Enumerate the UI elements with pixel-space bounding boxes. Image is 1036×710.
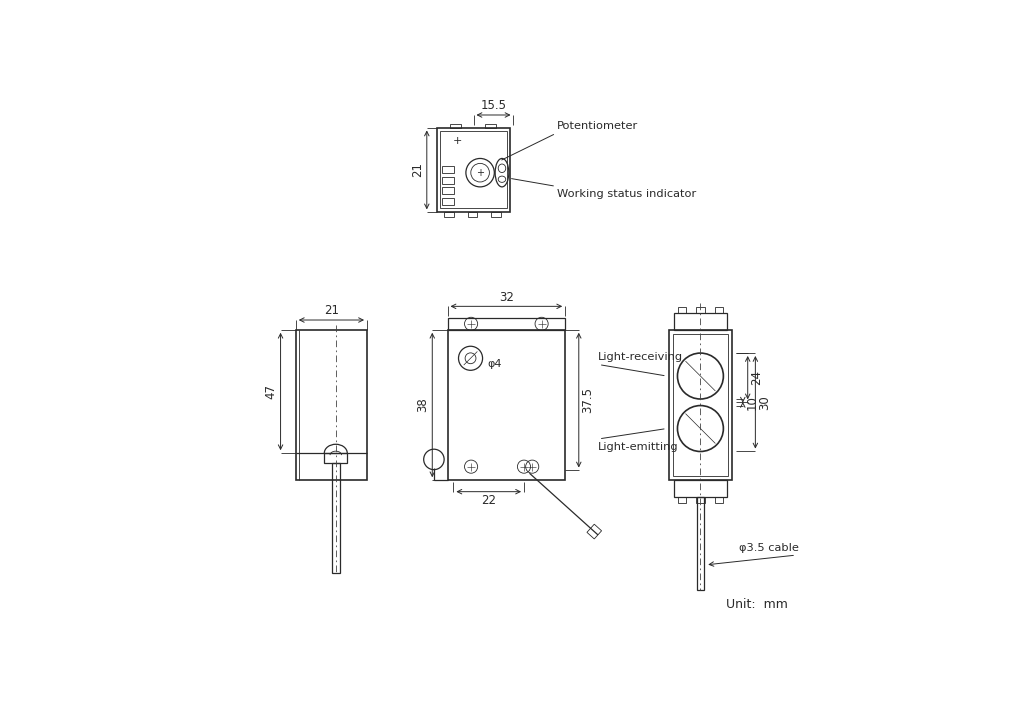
Text: 21: 21 xyxy=(324,305,339,317)
Bar xyxy=(442,166,454,173)
Text: 22: 22 xyxy=(481,494,496,508)
Bar xyxy=(442,187,454,195)
Bar xyxy=(491,212,501,217)
Text: φ4: φ4 xyxy=(487,359,501,368)
Text: +: + xyxy=(477,168,484,178)
Bar xyxy=(672,334,728,476)
Bar xyxy=(697,496,703,589)
Bar xyxy=(673,313,727,330)
Text: Unit:  mm: Unit: mm xyxy=(726,598,788,611)
Bar xyxy=(715,307,723,313)
Text: 15.5: 15.5 xyxy=(481,99,507,112)
Bar xyxy=(696,496,704,503)
Text: Light-receiving: Light-receiving xyxy=(598,352,683,362)
Bar xyxy=(440,131,507,209)
Text: Working status indicator: Working status indicator xyxy=(557,189,696,199)
Text: Light-emitting: Light-emitting xyxy=(598,442,679,452)
Text: 24: 24 xyxy=(750,370,764,386)
Text: 32: 32 xyxy=(499,290,514,304)
Bar xyxy=(448,330,565,480)
Bar xyxy=(467,212,478,217)
Text: Potentiometer: Potentiometer xyxy=(557,121,638,131)
Bar xyxy=(324,453,347,463)
Bar xyxy=(678,307,686,313)
Bar xyxy=(442,197,454,204)
Text: 21: 21 xyxy=(411,163,424,178)
Bar xyxy=(332,463,340,573)
Text: 10: 10 xyxy=(746,395,758,410)
Bar xyxy=(673,480,727,496)
Text: φ3.5 cable: φ3.5 cable xyxy=(739,543,799,553)
Text: 47: 47 xyxy=(265,384,278,399)
Bar xyxy=(442,177,454,184)
Bar xyxy=(450,124,461,128)
Text: +: + xyxy=(453,136,462,146)
Text: 37.5: 37.5 xyxy=(581,387,595,413)
Bar xyxy=(715,496,723,503)
Text: 30: 30 xyxy=(758,395,771,410)
Bar xyxy=(448,318,565,330)
Text: 38: 38 xyxy=(416,398,430,413)
Bar xyxy=(678,496,686,503)
Bar xyxy=(669,330,731,480)
Bar xyxy=(485,124,495,128)
Bar xyxy=(696,307,704,313)
Bar xyxy=(444,212,454,217)
Bar xyxy=(436,128,511,212)
Bar xyxy=(296,330,367,480)
